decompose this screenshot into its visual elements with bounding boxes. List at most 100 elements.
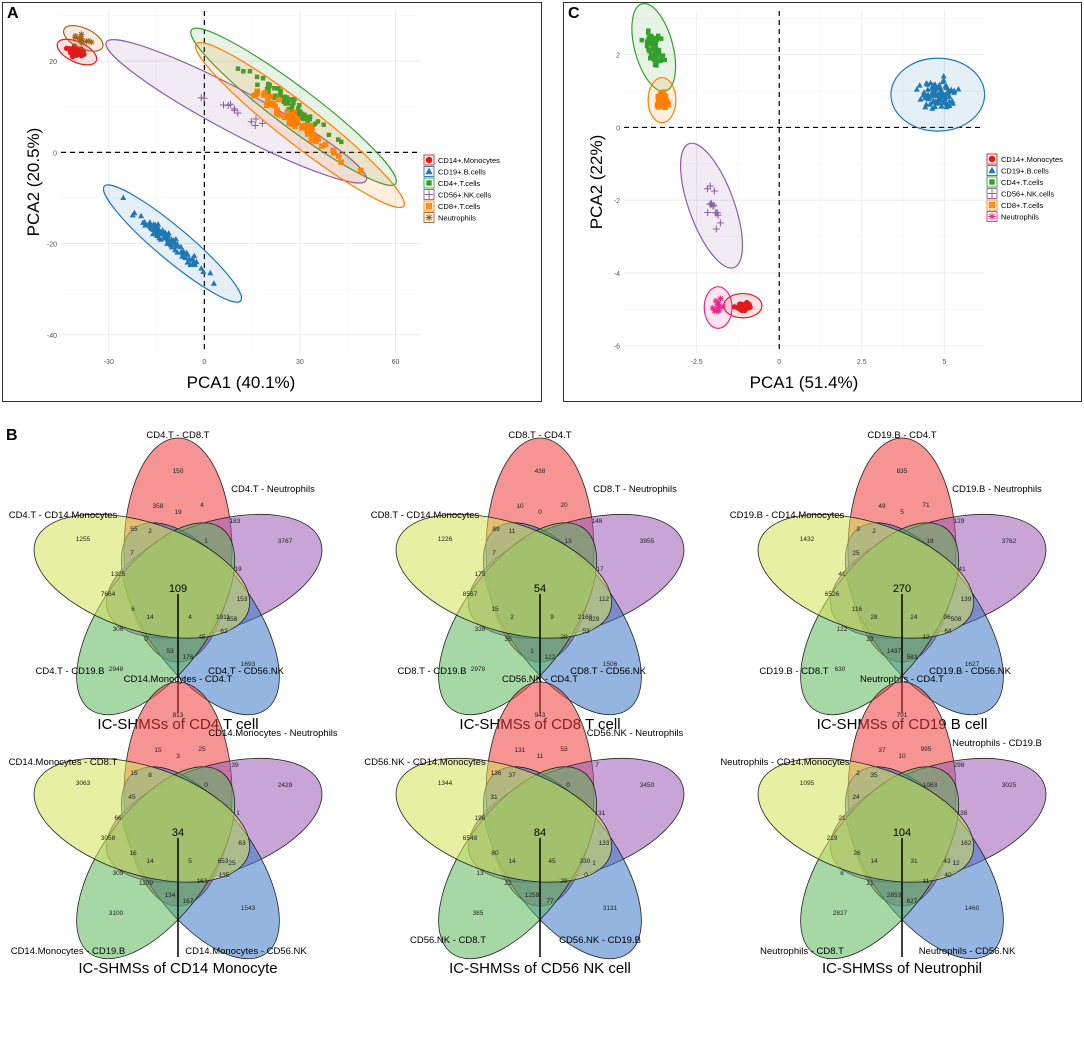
venn-region-value: 835: [897, 468, 908, 475]
venn-region-value: 1: [530, 648, 534, 655]
venn-region-value: 131: [515, 747, 526, 754]
data-point: [663, 98, 669, 105]
venn-set-label: CD8.T - CD4.T: [508, 430, 571, 441]
venn-region-value: 8567: [463, 591, 478, 598]
data-point: [712, 225, 720, 233]
venn-region-value: 2978: [471, 666, 486, 673]
data-point: [646, 36, 651, 42]
data-point: [655, 49, 661, 55]
data-point: [646, 47, 651, 52]
venn-region-value: 3: [856, 526, 860, 533]
venn-region-value: 653: [218, 858, 229, 865]
data-point: [157, 236, 164, 242]
venn-region-value: 41: [838, 571, 846, 578]
legend-label: CD19+.B.cells: [1001, 167, 1049, 176]
venn-region-value: 3025: [1002, 782, 1017, 789]
venn-set-label: Neutrophils - CD19.B: [952, 738, 1042, 749]
data-point: [739, 306, 746, 312]
venn-region-value: 96: [943, 614, 951, 621]
venn-region-value: 2: [872, 528, 876, 535]
data-point: [164, 240, 171, 246]
venn-set-ellipse: [482, 522, 642, 716]
data-point: [272, 103, 279, 109]
venn-region-value: 53: [166, 648, 174, 655]
venn-set-label: CD56.NK - CD19.B: [559, 935, 641, 946]
data-point: [940, 72, 947, 79]
legend-marker: [425, 156, 433, 164]
series-CD19+.B.cells: [890, 57, 986, 132]
data-point: [172, 235, 179, 242]
venn-region-value: 37: [508, 772, 516, 779]
venn-region-value: 4: [188, 614, 192, 621]
venn-region-value: 25: [228, 860, 236, 867]
data-point: [305, 120, 310, 125]
data-point: [920, 89, 927, 95]
series-CD14+.Monocytes: [723, 292, 763, 319]
data-point: [294, 120, 300, 126]
venn-region-value: 438: [535, 468, 546, 475]
venn-region-value: 1911: [216, 614, 230, 621]
venn-region-value: 385: [473, 910, 484, 917]
x-axis-title: PCA1 (51.4%): [750, 373, 859, 392]
venn-region-value: 7664: [101, 591, 116, 598]
data-point: [301, 116, 306, 122]
venn-region-value: 26: [853, 850, 861, 857]
venn-region-value: 219: [827, 835, 838, 842]
venn-region-value: 7: [595, 762, 599, 769]
data-point: [331, 150, 337, 156]
venn-region-value: 3131: [603, 905, 618, 912]
venn-center-value: 54: [534, 583, 546, 595]
venn-region-value: 28: [560, 634, 568, 641]
legend-label: CD19+.B.cells: [438, 168, 486, 177]
venn-region-value: 40: [944, 872, 952, 879]
data-point: [286, 120, 293, 127]
venn-region-value: 31: [910, 858, 918, 865]
venn-region-value: 2: [148, 528, 152, 535]
venn-set-ellipse: [800, 522, 960, 716]
venn-region-value: 134: [165, 892, 176, 899]
venn-region-value: 1: [204, 538, 208, 545]
data-point: [302, 112, 307, 118]
data-point: [184, 259, 191, 265]
venn-set-label: CD14.Monocytes - CD4.T: [124, 674, 233, 685]
venn-region-value: 1325: [111, 571, 126, 578]
venn-region-value: 943: [535, 712, 546, 719]
venn-set-ellipse: [829, 513, 1047, 639]
venn-region-value: 39: [231, 762, 239, 769]
series-CD56+.NK.cells: [105, 39, 368, 184]
data-point: [152, 225, 159, 231]
y-tick-label: -6: [614, 344, 620, 351]
data-point: [200, 268, 207, 274]
venn-region-value: 0: [584, 872, 588, 879]
data-point: [927, 79, 934, 86]
venn-set-label: CD19.B - CD4.T: [867, 430, 936, 441]
venn-region-value: 813: [173, 712, 184, 719]
y-tick-label: -4: [614, 271, 620, 278]
venn-set-ellipse: [844, 522, 1004, 716]
venn-region-value: 10: [516, 503, 524, 510]
data-point: [336, 137, 341, 142]
data-point: [161, 235, 168, 241]
y-tick-label: -2: [614, 198, 620, 205]
data-point: [938, 94, 945, 101]
venn-title: IC-SHMSs of CD4 T cell: [97, 716, 258, 733]
data-point: [266, 85, 271, 91]
data-point: [916, 82, 923, 88]
y-axis-title: PCA2 (22%): [587, 135, 606, 229]
data-point: [251, 121, 259, 129]
venn-region-value: 11: [923, 878, 930, 885]
venn-region-value: 138: [957, 810, 968, 817]
venn-region-value: 10: [898, 753, 906, 760]
venn-region-value: 19: [174, 509, 182, 516]
venn-region-value: 6526: [825, 591, 840, 598]
venn-region-value: 8: [148, 772, 152, 779]
venn-set-ellipse: [800, 766, 960, 960]
venn-region-value: 21: [866, 880, 874, 887]
data-point: [231, 106, 239, 114]
venn-region-value: 7: [130, 550, 134, 557]
venn-diagram: CD56.NK - CD4.T CD56.NK - Neutrophils CD56…: [364, 674, 685, 977]
venn-region-value: 28: [870, 614, 878, 621]
venn-set-ellipse: [847, 681, 957, 907]
venn-set-ellipse: [847, 437, 957, 663]
data-point: [713, 306, 720, 313]
